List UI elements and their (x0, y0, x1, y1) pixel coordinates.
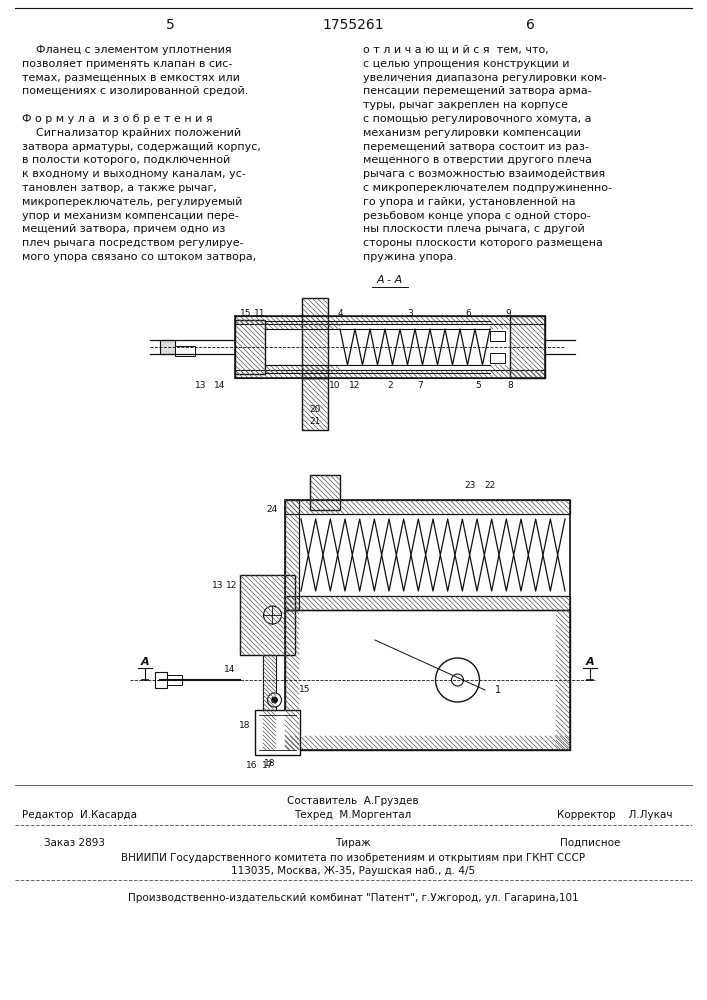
Text: 18: 18 (264, 758, 276, 768)
Bar (302, 378, 328, 430)
Bar (167, 675, 182, 685)
Text: плеч рычага посредством регулируе-: плеч рычага посредством регулируе- (22, 238, 244, 248)
Text: го упора и гайки, установленной на: го упора и гайки, установленной на (363, 197, 575, 207)
Bar (510, 316, 545, 378)
Text: 12: 12 (226, 580, 238, 589)
Text: Тираж: Тираж (335, 838, 370, 848)
Text: темах, размещенных в емкостях или: темах, размещенных в емкостях или (22, 73, 240, 83)
Text: Ф о р м у л а  и з о б р е т е н и я: Ф о р м у л а и з о б р е т е н и я (22, 114, 213, 124)
Bar (285, 610, 570, 750)
Text: 113035, Москва, Ж-35, Раушская наб., д. 4/5: 113035, Москва, Ж-35, Раушская наб., д. … (231, 866, 475, 876)
Bar (263, 655, 276, 750)
Bar (310, 475, 340, 510)
Text: Составитель  А.Груздев: Составитель А.Груздев (287, 796, 419, 806)
Text: 1755261: 1755261 (322, 18, 384, 32)
Text: стороны плоскости которого размещена: стороны плоскости которого размещена (363, 238, 603, 248)
Text: позволяет применять клапан в сис-: позволяет применять клапан в сис- (22, 59, 233, 69)
Bar (160, 340, 175, 354)
Text: мещенного в отверстии другого плеча: мещенного в отверстии другого плеча (363, 155, 592, 165)
Text: туры, рычаг закреплен на корпусе: туры, рычаг закреплен на корпусе (363, 100, 568, 110)
Circle shape (264, 606, 281, 624)
Text: 8: 8 (507, 380, 513, 389)
Text: 7: 7 (417, 380, 423, 389)
Text: Редактор  И.Касарда: Редактор И.Касарда (23, 810, 137, 820)
Text: 4: 4 (337, 308, 343, 318)
Text: 1: 1 (495, 685, 501, 695)
Bar (302, 298, 328, 378)
Text: Сигнализатор крайних положений: Сигнализатор крайних положений (22, 128, 241, 138)
Text: 11: 11 (255, 308, 266, 318)
Text: 13: 13 (212, 580, 223, 589)
Text: увеличения диапазона регулировки ком-: увеличения диапазона регулировки ком- (363, 73, 607, 83)
Text: 6: 6 (465, 308, 471, 318)
Circle shape (271, 697, 278, 703)
Bar (255, 710, 300, 755)
Text: 23: 23 (464, 481, 476, 489)
Text: пенсации перемещений затвора арма-: пенсации перемещений затвора арма- (363, 86, 592, 96)
Text: А - А: А - А (377, 275, 403, 285)
Bar (285, 500, 299, 610)
Text: тановлен затвор, а также рычаг,: тановлен затвор, а также рычаг, (22, 183, 217, 193)
Text: ны плоскости плеча рычага, с другой: ны плоскости плеча рычага, с другой (363, 224, 585, 234)
Text: рычага с возможностью взаимодействия: рычага с возможностью взаимодействия (363, 169, 605, 179)
Text: с помощью регулировочного хомута, а: с помощью регулировочного хомута, а (363, 114, 592, 124)
Text: 24: 24 (267, 506, 278, 514)
Bar (235, 370, 545, 378)
Text: 14: 14 (224, 666, 235, 674)
Text: с микропереключателем подпружиненно-: с микропереключателем подпружиненно- (363, 183, 612, 193)
Text: о т л и ч а ю щ и й с я  тем, что,: о т л и ч а ю щ и й с я тем, что, (363, 45, 549, 55)
Text: Подписное: Подписное (560, 838, 620, 848)
Bar (235, 320, 265, 374)
Text: перемещений затвора состоит из раз-: перемещений затвора состоит из раз- (363, 142, 589, 152)
Bar (175, 346, 195, 356)
Text: ВНИИПИ Государственного комитета по изобретениям и открытиям при ГКНТ СССР: ВНИИПИ Государственного комитета по изоб… (121, 853, 585, 863)
Text: 6: 6 (525, 18, 534, 32)
Bar (155, 672, 167, 688)
Text: помещениях с изолированной средой.: помещениях с изолированной средой. (22, 86, 248, 96)
Text: 21: 21 (309, 418, 321, 426)
Text: мещений затвора, причем одно из: мещений затвора, причем одно из (22, 224, 226, 234)
Bar (285, 500, 570, 514)
Text: 16: 16 (246, 760, 258, 770)
Text: 5: 5 (475, 380, 481, 389)
Bar (240, 575, 295, 655)
Text: Фланец с элементом уплотнения: Фланец с элементом уплотнения (22, 45, 232, 55)
Text: 3: 3 (407, 308, 413, 318)
Bar (235, 316, 545, 324)
Text: 10: 10 (329, 380, 341, 389)
Text: упор и механизм компенсации пере-: упор и механизм компенсации пере- (22, 211, 239, 221)
Text: с целью упрощения конструкции и: с целью упрощения конструкции и (363, 59, 570, 69)
Text: Заказ 2893: Заказ 2893 (45, 838, 105, 848)
Text: 13: 13 (195, 380, 206, 389)
Text: микропереключатель, регулируемый: микропереключатель, регулируемый (22, 197, 243, 207)
Text: 5: 5 (165, 18, 175, 32)
Bar (285, 500, 570, 750)
Text: 20: 20 (309, 406, 321, 414)
Text: пружина упора.: пружина упора. (363, 252, 457, 262)
Text: 12: 12 (349, 380, 361, 389)
Text: 14: 14 (214, 380, 226, 389)
Text: А: А (585, 657, 595, 667)
Bar (490, 331, 505, 341)
Text: в полости которого, подключенной: в полости которого, подключенной (22, 155, 230, 165)
Text: к входному и выходному каналам, ус-: к входному и выходному каналам, ус- (22, 169, 246, 179)
Bar (490, 353, 505, 363)
Text: 17: 17 (262, 760, 274, 770)
Text: 9: 9 (505, 308, 511, 318)
Text: механизм регулировки компенсации: механизм регулировки компенсации (363, 128, 581, 138)
Circle shape (267, 693, 281, 707)
Text: резьбовом конце упора с одной сторо-: резьбовом конце упора с одной сторо- (363, 211, 591, 221)
Bar (285, 596, 570, 610)
Text: Техред  М.Моргентал: Техред М.Моргентал (294, 810, 411, 820)
Text: 22: 22 (484, 481, 496, 489)
Text: Корректор    Л.Лукач: Корректор Л.Лукач (557, 810, 673, 820)
Text: А: А (141, 657, 149, 667)
Text: 2: 2 (387, 380, 393, 389)
Text: затвора арматуры, содержащий корпус,: затвора арматуры, содержащий корпус, (22, 142, 261, 152)
Text: Производственно-издательский комбинат "Патент", г.Ужгород, ул. Гагарина,101: Производственно-издательский комбинат "П… (128, 893, 578, 903)
Text: 18: 18 (239, 720, 251, 730)
Text: мого упора связано со штоком затвора,: мого упора связано со штоком затвора, (22, 252, 256, 262)
Text: 15: 15 (240, 308, 252, 318)
Text: 15: 15 (299, 686, 311, 694)
